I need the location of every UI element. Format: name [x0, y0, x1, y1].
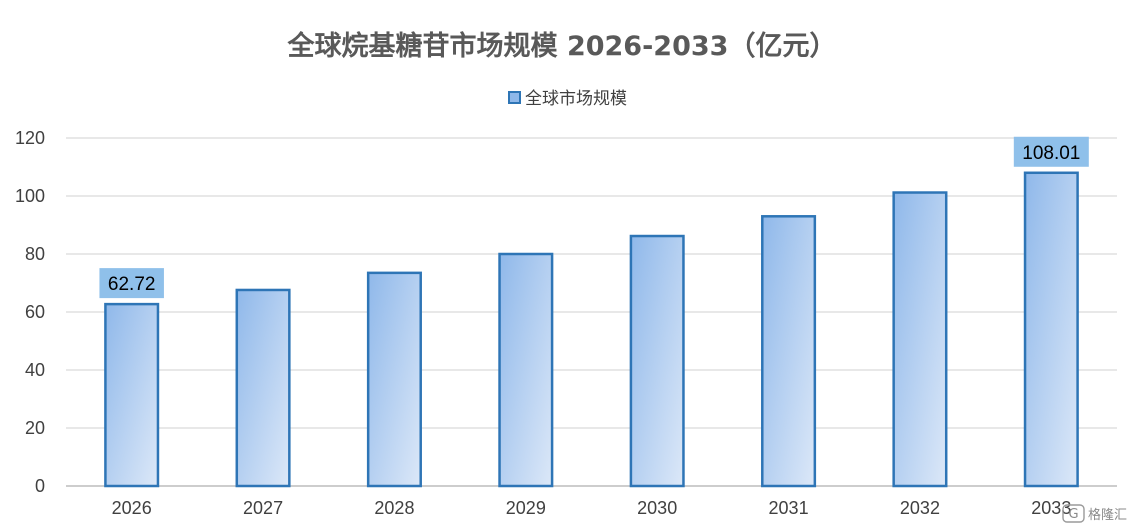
data-labels: 62.72 108.01 [99, 136, 1089, 299]
bars [104, 171, 1079, 488]
watermark: G 格隆汇 [1062, 504, 1127, 523]
bar-2027 [235, 288, 291, 488]
bar-2032 [892, 191, 948, 488]
x-tick-label: 2032 [900, 498, 940, 518]
bar-2030 [629, 234, 685, 488]
watermark-text: 格隆汇 [1088, 507, 1127, 523]
legend-label: 全球市场规模 [525, 89, 627, 109]
y-tick-label: 80 [25, 244, 45, 264]
data-label-box [99, 268, 164, 299]
bar-2026 [104, 302, 160, 488]
data-label-box [1013, 136, 1089, 167]
x-tick-label: 2026 [112, 498, 152, 518]
x-tick-label: 2028 [374, 498, 414, 518]
svg-text:G: G [1068, 507, 1078, 522]
y-tick-label: 40 [25, 360, 45, 380]
bar-2033 [1023, 171, 1079, 488]
chart-title: 全球烷基糖苷市场规模 2026-2033（亿元） [287, 30, 837, 62]
y-tick-label: 20 [25, 418, 45, 438]
data-label: 108.01 [1022, 143, 1080, 164]
gelonghui-logo-icon: G [1062, 504, 1085, 523]
legend: 全球市场规模 [508, 89, 627, 109]
gridlines [66, 137, 1117, 487]
x-axis-ticks: 2026 2027 2028 2029 2030 2031 2032 2033 [112, 498, 1072, 518]
y-tick-label: 60 [25, 302, 45, 322]
x-tick-label: 2031 [769, 498, 809, 518]
legend-swatch [508, 91, 521, 104]
bar-2031 [761, 215, 817, 488]
y-tick-label: 100 [15, 186, 45, 206]
x-tick-label: 2029 [506, 498, 546, 518]
bar-2029 [498, 252, 554, 488]
bar-2028 [366, 271, 422, 488]
x-tick-label: 2030 [637, 498, 677, 518]
y-tick-label: 120 [15, 128, 45, 148]
y-tick-label: 0 [35, 476, 45, 496]
y-axis-ticks: 0 20 40 60 80 100 120 [15, 128, 45, 496]
data-label: 62.72 [108, 274, 156, 295]
x-tick-label: 2027 [243, 498, 283, 518]
x-tick-label: 2033 [1031, 498, 1071, 518]
